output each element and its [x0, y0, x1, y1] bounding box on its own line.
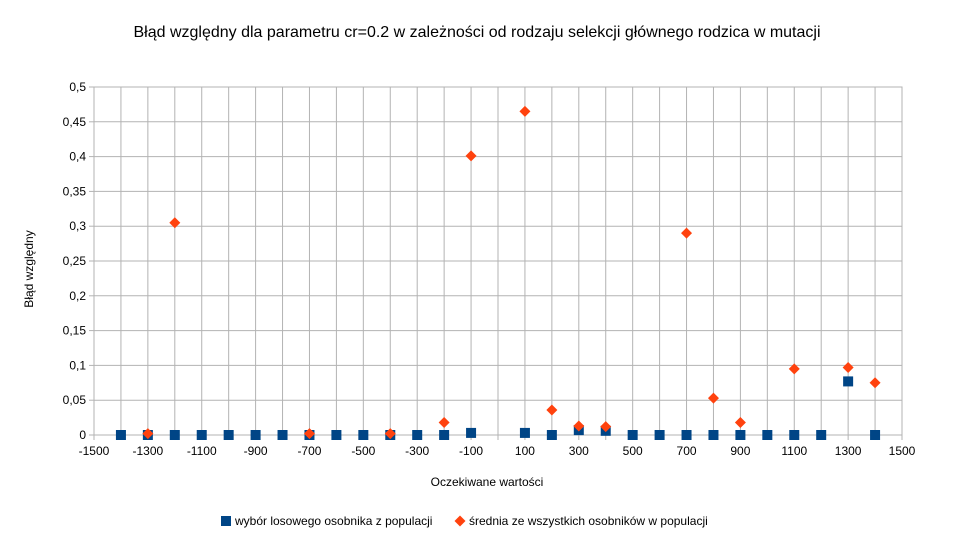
legend-label: średnia ze wszystkich osobników w popula… [469, 514, 708, 528]
y-axis-label: Błąd względny [22, 230, 36, 307]
y-tick-label: 0,35 [63, 184, 87, 198]
data-point [546, 404, 558, 416]
y-tick-label: 0,15 [63, 324, 87, 338]
data-point [573, 420, 585, 432]
x-tick-label: 1500 [889, 444, 916, 458]
data-point [600, 421, 612, 433]
data-point [196, 430, 207, 440]
data-point [384, 428, 396, 440]
data-point [115, 430, 126, 440]
legend-marker [221, 516, 231, 526]
y-tick-label: 0,4 [69, 150, 86, 164]
x-tick-label: 300 [569, 444, 589, 458]
data-point [169, 217, 181, 229]
x-tick-label: -1500 [79, 444, 110, 458]
data-point [627, 430, 638, 440]
data-point [708, 430, 719, 440]
chart-title: Błąd względny dla parametru cr=0.2 w zal… [133, 24, 820, 41]
data-point [735, 430, 746, 440]
data-point [788, 363, 800, 375]
x-tick-label: -300 [405, 444, 429, 458]
plot-area: 0 0,05 0,1 0,15 0,2 0,25 0,3 0,35 0,4 0,45 0,5 -150… [63, 80, 916, 458]
data-point [465, 150, 477, 162]
data-point [654, 430, 665, 440]
data-point [546, 430, 557, 440]
data-point [734, 416, 746, 428]
x-tick-label: -1300 [133, 444, 164, 458]
y-tick-label: 0,3 [69, 219, 86, 233]
x-tick-label: 1100 [781, 444, 807, 458]
legend-marker [454, 515, 466, 527]
data-point [816, 430, 827, 440]
data-point [789, 430, 800, 440]
x-tick-label: 500 [623, 444, 643, 458]
data-point [438, 416, 450, 428]
data-point [681, 227, 693, 239]
data-point [707, 392, 719, 404]
data-point [519, 427, 530, 438]
data-point [358, 430, 369, 440]
x-tick-label: -500 [351, 444, 375, 458]
data-point [331, 430, 342, 440]
data-point [869, 377, 881, 389]
y-tick-label: 0 [79, 428, 86, 442]
data-point [681, 430, 692, 440]
data-point [519, 105, 531, 117]
data-point [169, 430, 180, 440]
y-tick-label: 0,1 [69, 358, 86, 372]
y-tick-label: 0,5 [69, 80, 86, 94]
x-tick-label: 700 [677, 444, 697, 458]
y-tick-label: 0,2 [69, 289, 86, 303]
x-tick-label: -100 [459, 444, 483, 458]
y-tick-label: 0,45 [63, 115, 87, 129]
x-tick-label: 900 [730, 444, 750, 458]
data-point [870, 430, 881, 440]
data-point [412, 430, 423, 440]
y-tick-label: 0,25 [63, 254, 87, 268]
plot-border [93, 86, 903, 436]
x-tick-label: 100 [515, 444, 535, 458]
x-tick-label: -900 [244, 444, 268, 458]
x-tick-label: -1100 [187, 444, 217, 458]
data-point [142, 428, 154, 440]
x-axis-label: Oczekiwane wartości [431, 475, 544, 489]
data-point [762, 430, 773, 440]
x-tick-label: 1300 [835, 444, 862, 458]
legend-label: wybór losowego osobnika z populacji [234, 514, 432, 528]
data-point [223, 430, 234, 440]
data-point [439, 430, 450, 440]
data-point [842, 361, 854, 373]
series-2 [142, 105, 881, 440]
data-point [843, 376, 854, 387]
y-tick-label: 0,05 [63, 393, 87, 407]
data-point [250, 430, 261, 440]
x-tick-label: -700 [297, 444, 321, 458]
legend: wybór losowego osobnika z populacji średn… [221, 514, 708, 528]
data-point [277, 430, 288, 440]
data-point [466, 427, 477, 438]
data-point [303, 428, 315, 440]
